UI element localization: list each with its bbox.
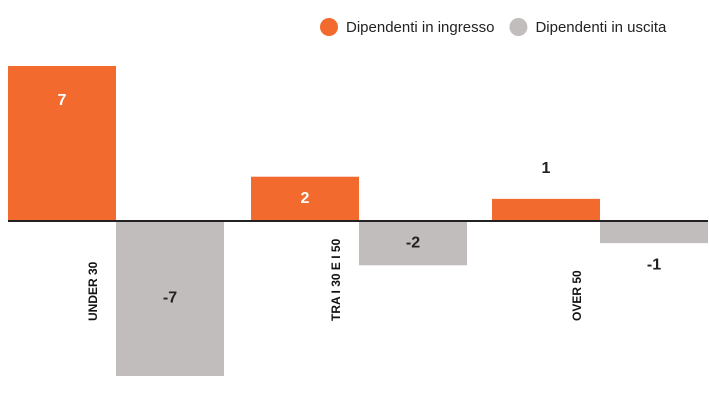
- bar: [359, 221, 467, 266]
- value-label: -7: [163, 290, 177, 307]
- value-label: 7: [58, 92, 67, 109]
- value-label: 2: [301, 190, 310, 207]
- bar: [8, 66, 116, 221]
- value-label: 1: [542, 160, 551, 177]
- legend: Dipendenti in ingresso Dipendenti in usci…: [320, 18, 667, 36]
- x-tick-label: TRA I 30 E I 50: [329, 238, 343, 321]
- value-label: -2: [406, 234, 420, 251]
- bar: [116, 221, 224, 376]
- x-tick-label: OVER 50: [570, 270, 584, 321]
- bar: [600, 221, 708, 244]
- legend-swatch: [320, 18, 338, 36]
- legend-swatch: [509, 18, 528, 36]
- legend-label: Dipendenti in ingresso: [346, 19, 494, 36]
- bar: [492, 198, 600, 221]
- bar: [251, 176, 359, 221]
- x-tick-label: UNDER 30: [86, 261, 100, 321]
- value-label: -1: [647, 256, 661, 273]
- legend-label: Dipendenti in uscita: [535, 19, 667, 36]
